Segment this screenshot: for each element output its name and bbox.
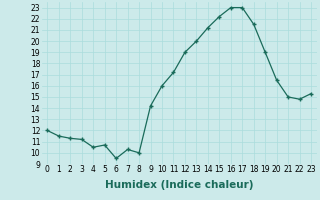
X-axis label: Humidex (Indice chaleur): Humidex (Indice chaleur) xyxy=(105,180,253,190)
